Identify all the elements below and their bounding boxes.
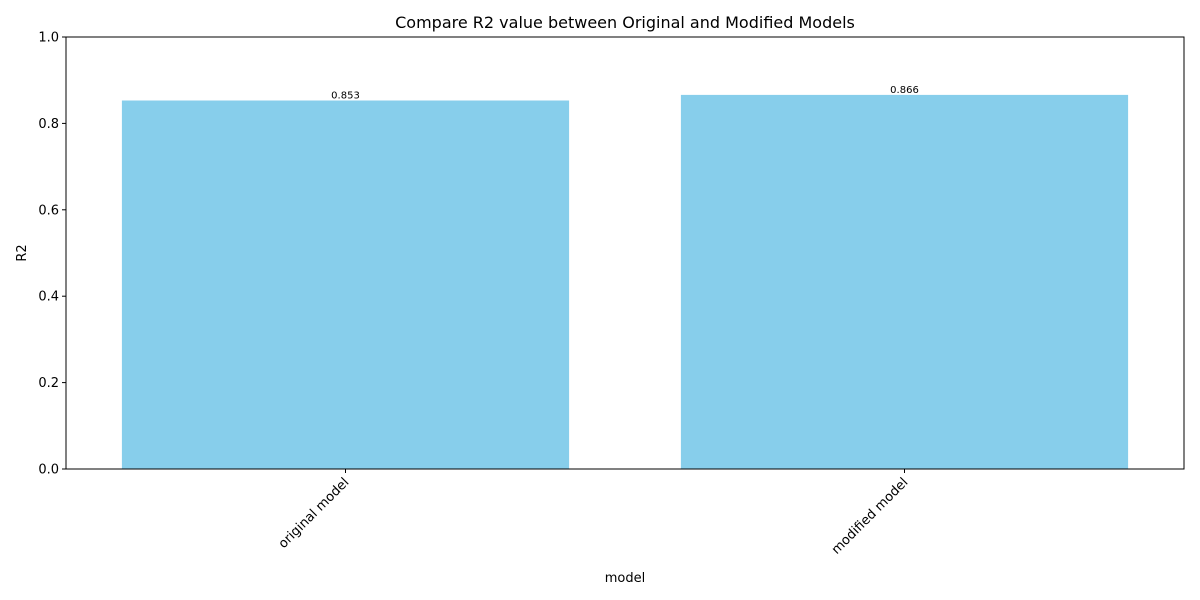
y-axis-label: R2 (15, 244, 30, 261)
y-tick-label-4: 0.6 (38, 203, 59, 218)
y-axis: 0.0 0.2 0.4 0.6 0.8 1.0 (38, 31, 66, 478)
y-tick-label-1: 0.0 (38, 463, 59, 478)
bars (121, 94, 1129, 469)
bar-2 (680, 94, 1129, 469)
data-label-1: 0.853 (331, 91, 360, 102)
y-tick-label-5: 0.8 (38, 117, 59, 132)
y-tick-label-3: 0.4 (38, 290, 59, 305)
data-label-2: 0.866 (890, 85, 919, 96)
chart-title: Compare R2 value between Original and Mo… (395, 13, 855, 32)
x-axis-label: model (605, 571, 645, 586)
data-labels: 0.853 0.866 (331, 85, 919, 102)
bar-1 (121, 100, 570, 469)
y-tick-label-6: 1.0 (38, 31, 59, 46)
plot-frame (65, 36, 1185, 470)
y-tick-label-2: 0.2 (38, 376, 59, 391)
